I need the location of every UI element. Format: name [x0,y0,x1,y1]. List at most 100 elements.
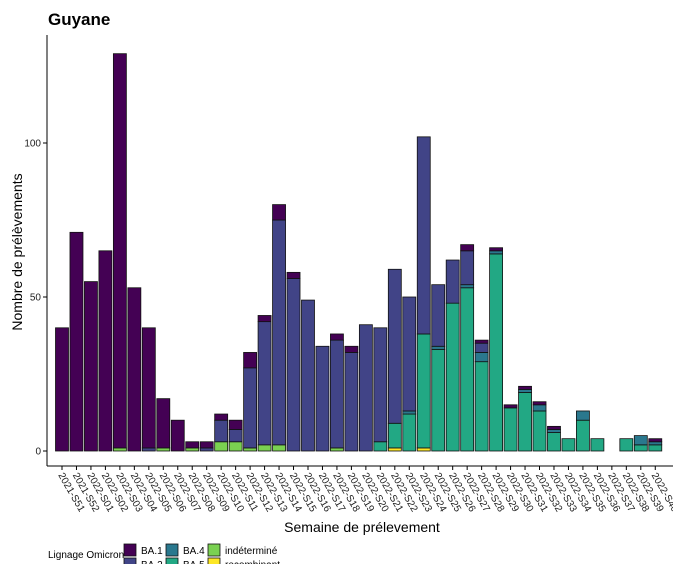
x-tick-labels: 2021-S512021-S522022-S012022-S022022-S03… [55,471,673,514]
bar-2022-S34-BA-5 [561,438,576,452]
bar-2022-S35-BA-5 [576,419,590,452]
legend-swatch-BA-2 [123,557,137,564]
legend-label: indéterminé [225,546,278,557]
bar-2022-S08-ind-termin- [185,447,200,452]
bar-2022-S23-BA-5 [402,413,417,452]
bar-2022-S40-BA-1 [648,438,663,443]
legend-label: recombinant [225,560,280,564]
bar-2022-S25-BA-2 [431,284,446,347]
bar-2022-S06-ind-termin- [156,447,171,452]
bar-2022-S22-BA-5 [387,422,402,449]
bar-2022-S24-BA-5 [416,333,431,449]
legend-swatch-recombinant [207,557,221,564]
bar-2022-S19-BA-1 [344,345,359,353]
bar-2021-S51-BA-1 [55,327,69,452]
bar-2022-S29-BA-4 [489,250,504,255]
bar-2022-S10-BA-1 [214,413,229,421]
bar-2022-S30-BA-1 [503,404,518,409]
bar-2022-S27-BA-1 [460,244,475,252]
bar-2022-S18-BA-1 [330,333,344,341]
bar-2022-S27-BA-4 [460,284,475,289]
bar-2022-S39-BA-5 [633,444,648,452]
legend-label: BA.5 [183,560,205,564]
legend-label: BA.1 [141,546,163,557]
bar-2022-S07-BA-1 [170,419,185,452]
legend-swatch-ind-termin- [207,543,221,557]
bar-2022-S14-BA-2 [272,219,286,446]
bar-2022-S28-BA-5 [474,361,489,452]
bar-2022-S11-BA-1 [228,419,243,430]
bar-2022-S15-BA-1 [286,271,301,279]
y-tick-label: 100 [24,139,41,150]
bar-2022-S33-BA-5 [547,432,561,452]
bar-2022-S08-BA-1 [185,441,200,449]
bar-2022-S04-BA-1 [127,287,142,452]
legend-title: Lignage Omicron [48,550,124,561]
bar-2022-S23-BA-2 [402,296,417,412]
legend-swatch-BA-5 [165,557,179,564]
bar-2022-S26-BA-2 [445,259,460,304]
bar-2022-S03-BA-1 [112,53,127,449]
bar-2022-S06-BA-1 [156,398,171,449]
bar-2022-S29-BA-5 [489,253,504,452]
bar-2022-S31-BA-1 [518,385,532,390]
bar-2022-S18-ind-termin- [330,447,344,452]
bar-2022-S25-BA-5 [431,348,446,452]
bar-2022-S30-BA-5 [503,407,518,452]
bar-2022-S02-BA-1 [98,250,113,452]
bar-2022-S12-BA-1 [243,352,258,369]
bar-2022-S05-BA-1 [141,327,156,449]
bar-2022-S13-BA-2 [257,321,272,446]
bar-2022-S28-BA-4 [474,352,489,363]
bar-2022-S24-recombinant [416,447,431,452]
bar-2022-S27-BA-2 [460,250,475,286]
bar-2022-S20-BA-2 [358,324,373,452]
bar-2022-S19-BA-2 [344,352,359,452]
bar-2022-S40-BA-4 [648,441,663,446]
bar-2022-S35-BA-4 [576,410,590,421]
chart-title: Guyane [48,10,110,29]
legend-label: BA.2 [141,560,163,564]
bar-2022-S12-BA-2 [243,367,258,449]
bar-2022-S17-BA-2 [315,345,330,452]
bar-2022-S31-BA-5 [518,392,532,452]
y-tick-label: 50 [30,293,42,304]
bar-2022-S31-BA-4 [518,388,532,393]
bar-2022-S09-BA-2 [199,447,214,452]
bar-2022-S03-ind-termin- [112,447,127,452]
bar-2022-S28-BA-2 [474,342,489,353]
bar-2022-S33-BA-4 [547,429,561,433]
bar-2022-S38-BA-5 [619,438,634,452]
bar-2022-S11-ind-termin- [228,441,243,452]
bar-2022-S22-recombinant [387,447,402,452]
bar-2022-S10-ind-termin- [214,441,229,452]
bar-2022-S32-BA-5 [532,410,547,452]
bar-2022-S21-BA-5 [373,441,388,452]
legend-label: BA.4 [183,546,205,557]
legend-swatch-BA-4 [165,543,179,557]
bar-2022-S26-BA-5 [445,302,460,452]
bar-2022-S05-BA-2 [141,447,156,452]
bar-2022-S01-BA-1 [84,281,98,452]
bar-2022-S28-BA-1 [474,339,489,344]
bar-2022-S15-BA-2 [286,278,301,452]
legend-swatch-BA-1 [123,543,137,557]
bars-layer [55,53,663,452]
y-axis-title: Nombre de prélèvements [9,173,25,330]
axes-layer [43,35,673,470]
y-tick-label: 0 [35,447,41,458]
bar-2022-S14-BA-1 [272,204,286,221]
bar-2022-S23-BA-4 [402,410,417,415]
bar-2022-S27-BA-5 [460,287,475,452]
y-tick-labels: 0 50 100 [24,139,41,458]
bar-2022-S40-BA-5 [648,444,663,452]
legend: Lignage Omicron BA.1 BA.2 BA.4 BA.5 indéterm… [48,543,280,564]
bar-2022-S29-BA-1 [489,247,504,252]
bar-2022-S25-BA-4 [431,345,446,350]
bar-2022-S12-ind-termin- [243,447,258,452]
bar-2021-S52-BA-1 [69,231,84,452]
bar-2022-S18-BA-2 [330,339,344,449]
bar-2022-S09-BA-1 [199,441,214,449]
bar-2022-S13-ind-termin- [257,444,272,452]
